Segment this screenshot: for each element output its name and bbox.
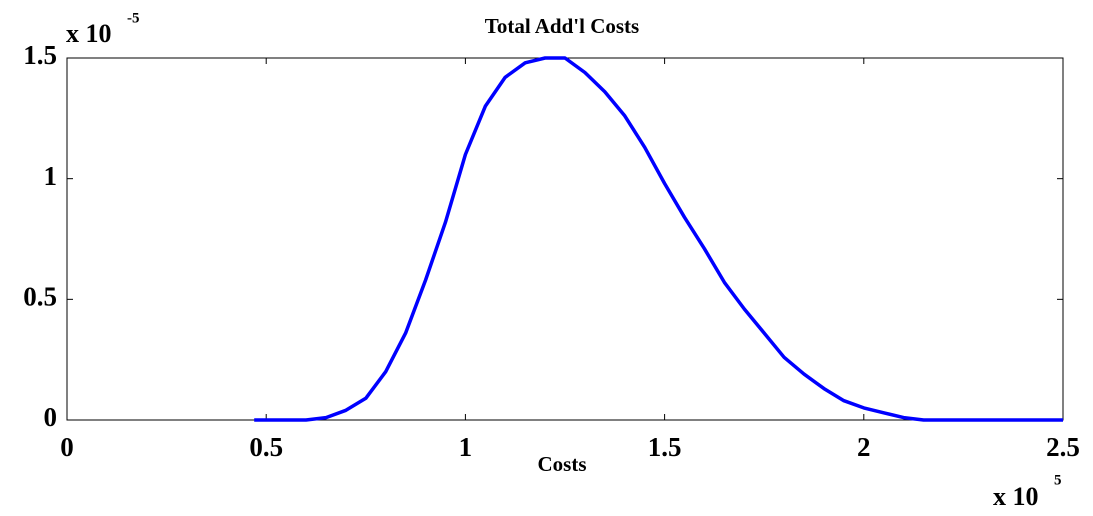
- x-multiplier: x 10: [993, 482, 1039, 511]
- x-axis-label: Costs: [537, 452, 586, 476]
- x-tick-label: 0: [60, 432, 74, 462]
- chart-title: Total Add'l Costs: [485, 14, 639, 38]
- x-tick-label: 1.5: [648, 432, 682, 462]
- y-tick-label: 0.5: [23, 282, 57, 312]
- x-tick-label: 0.5: [249, 432, 283, 462]
- x-tick-label: 2: [857, 432, 871, 462]
- y-tick-label: 1.5: [23, 40, 57, 70]
- y-multiplier-exponent: -5: [127, 10, 140, 26]
- x-multiplier-exponent: 5: [1054, 472, 1062, 488]
- x-tick-label: 1: [459, 432, 473, 462]
- x-tick-label: 2.5: [1046, 432, 1080, 462]
- y-multiplier: x 10: [66, 19, 112, 48]
- plot-frame: [66, 57, 1064, 421]
- data-line: [254, 56, 1063, 422]
- y-tick-label: 1: [44, 161, 58, 191]
- y-tick-label: 0: [44, 402, 58, 432]
